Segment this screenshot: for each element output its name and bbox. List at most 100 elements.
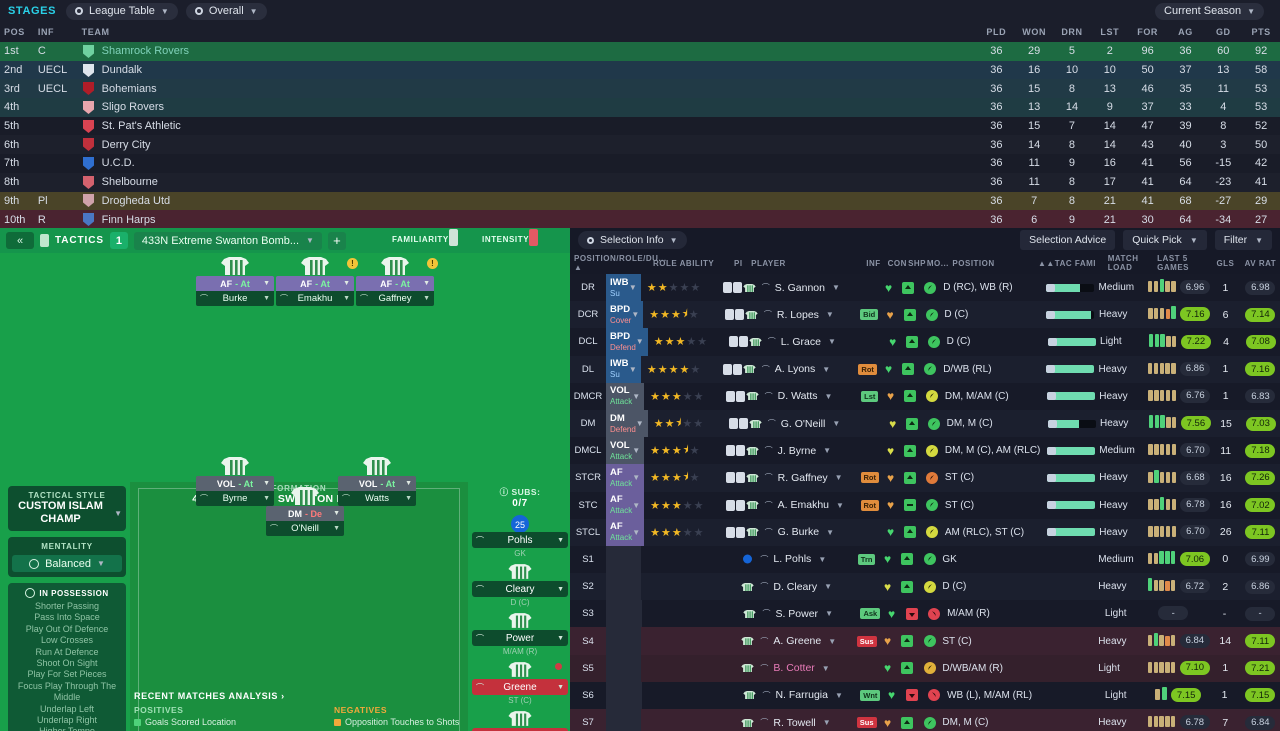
player-cell[interactable]: ⌒ R. Gaffney ▼ (745, 472, 860, 484)
player-cell[interactable]: ⌒ A. Lyons ▼ (742, 363, 857, 375)
league-col-won[interactable]: WON (1022, 27, 1047, 37)
col-pi[interactable]: PI (734, 258, 743, 268)
pitch-player-o'neill[interactable]: DM - De ▼ ⌒ O'Neill ▼ (266, 486, 344, 536)
table-row[interactable]: S3 ⌒ S. Power ▼ Ask ♥ M/AM (R) Light - - - (570, 600, 1280, 628)
substitute-greene[interactable]: ⌒ Greene ▼ ST (C) (472, 661, 568, 705)
player-role-dropdown[interactable]: VOL - At ▼ (196, 476, 274, 491)
table-row[interactable]: 3rd UECL Bohemians 36 15 8 13 46 35 11 53 (0, 79, 1280, 99)
player-instructions-cell[interactable] (722, 282, 742, 294)
table-row[interactable]: DMCR VOL Attack ▼ ★ ★ ★ ★ ★ ⌒ D. Watts ▼ Lst ♥ DM, M/A… (570, 382, 1280, 410)
player-cell[interactable]: ⌒ D. Watts ▼ (745, 390, 860, 402)
player-name-dropdown[interactable]: ⌒ Burke ▼ (196, 291, 274, 306)
table-row[interactable]: S7 ⌒ R. Towell ▼ Sus ♥ DM, M (C) Heavy 6.78 7 6.84 (570, 709, 1280, 731)
col-last5[interactable]: LAST 5 GAMES (1157, 254, 1190, 272)
row-team[interactable]: Derry City (82, 137, 978, 152)
row-team[interactable]: Bohemians (82, 81, 978, 96)
table-row[interactable]: DCR BPD Cover ▼ ★ ★ ★ ⯨ ★ ⌒ R. Lopes ▼ Bid ♥ D (C) Heav… (570, 301, 1280, 329)
overall-dropdown[interactable]: Overall ▼ (185, 2, 267, 20)
sub-name-dropdown[interactable]: ⌒ Greene ▼ (472, 679, 568, 695)
col-position[interactable]: POSITION ▲▲ (952, 258, 1055, 268)
player-name-dropdown[interactable]: ⌒ Gaffney ▼ (356, 291, 434, 306)
table-row[interactable]: 10th R Finn Harps 36 6 9 21 30 64 -34 27 (0, 210, 1280, 229)
col-mo[interactable]: MO... (926, 258, 949, 268)
player-instructions-cell[interactable] (725, 526, 745, 538)
player-role-dropdown[interactable]: AF - At ▼ (356, 276, 434, 291)
substitute-pohls[interactable]: 25 ⌒ Pohls ▼ GK (472, 514, 568, 558)
col-avrat[interactable]: AV RAT (1244, 258, 1277, 268)
role-dropdown[interactable]: AF Attack ▼ (606, 464, 645, 492)
table-row[interactable]: 4th Sligo Rovers 36 13 14 9 37 33 4 53 (0, 98, 1280, 117)
player-instructions-cell[interactable] (725, 390, 745, 402)
player-role-dropdown[interactable]: DM - De ▼ (266, 506, 344, 521)
player-instructions-cell[interactable] (725, 472, 745, 484)
back-button[interactable]: « (6, 232, 34, 249)
pitch-player-watts[interactable]: VOL - At ▼ ⌒ Watts ▼ (338, 456, 416, 506)
league-col-pld[interactable]: PLD (986, 27, 1007, 37)
player-cell[interactable]: ⌒ A. Greene ▼ (740, 635, 856, 647)
league-col-pos[interactable]: POS (4, 27, 25, 37)
role-dropdown[interactable]: VOL Attack ▼ (606, 382, 645, 410)
league-col-ag[interactable]: AG (1178, 27, 1193, 37)
table-row[interactable]: STCL AF Attack ▼ ★ ★ ★ ★ ★ ⌒ G. Burke ▼ ♥ AM (RLC), S… (570, 518, 1280, 546)
table-row[interactable]: DM DM Defend ▼ ★ ★ ⯨ ★ ★ ⌒ G. O'Neill ▼ ♥ DM, M (C) He… (570, 409, 1280, 438)
filter-dropdown[interactable]: Filter ▼ (1214, 230, 1272, 250)
player-name-dropdown[interactable]: ⌒ O'Neill ▼ (266, 521, 344, 536)
league-col-inf[interactable]: INF (37, 27, 55, 37)
role-dropdown[interactable]: IWB Su ▼ (606, 274, 641, 302)
table-row[interactable]: S1 ⌒ L. Pohls ▼ Trn ♥ GK Medium 7.06 0 6.99 (570, 545, 1280, 574)
col-con[interactable]: CON (887, 258, 907, 268)
table-row[interactable]: STC AF Attack ▼ ★ ★ ★ ★ ★ ⌒ A. Emakhu ▼ Rot ♥ ST (C) He… (570, 491, 1280, 519)
sub-name-dropdown[interactable]: ⌒ Pohls ▼ (472, 532, 568, 548)
role-dropdown[interactable]: BPD Defend ▼ (606, 328, 648, 356)
player-instructions-cell[interactable] (728, 418, 748, 430)
row-team[interactable]: Shamrock Rovers (82, 44, 978, 59)
col-match-load[interactable]: MATCH LOAD (1107, 254, 1139, 272)
player-instructions-cell[interactable] (728, 336, 748, 348)
league-col-lst[interactable]: LST (1100, 27, 1120, 37)
table-row[interactable]: 6th Derry City 36 14 8 14 43 40 3 50 (0, 135, 1280, 155)
season-dropdown[interactable]: Current Season ▼ (1155, 2, 1264, 20)
player-name-dropdown[interactable]: ⌒ Watts ▼ (338, 491, 416, 506)
player-cell[interactable]: ⌒ G. Burke ▼ (745, 526, 860, 538)
quick-pick-dropdown[interactable]: Quick Pick ▼ (1123, 230, 1207, 250)
player-cell[interactable]: ⌒ S. Power ▼ (742, 608, 859, 620)
row-team[interactable]: U.C.D. (82, 156, 978, 171)
row-team[interactable]: St. Pat's Athletic (82, 119, 978, 134)
role-dropdown[interactable]: IWB Su ▼ (606, 355, 641, 383)
tactical-style-card[interactable]: TACTICAL STYLE CUSTOM ISLAM CHAMP ▼ (8, 486, 126, 531)
add-tactic-button[interactable]: + (327, 231, 346, 250)
col-player[interactable]: PLAYER (751, 258, 786, 268)
table-row[interactable]: DMCL VOL Attack ▼ ★ ★ ★ ⯨ ★ ⌒ J. Byrne ▼ ♥ DM, M (C),… (570, 437, 1280, 465)
role-dropdown[interactable]: AF Attack ▼ (606, 518, 645, 546)
player-cell[interactable]: ⌒ B. Cotter ▼ (740, 662, 856, 674)
table-row[interactable]: 7th U.C.D. 36 11 9 16 41 56 -15 42 (0, 154, 1280, 173)
table-row[interactable]: S5 ⌒ B. Cotter ▼ ♥ D/WB/AM (R) Light 7.10 1 7.21 (570, 654, 1280, 682)
player-cell[interactable]: ⌒ J. Byrne ▼ (745, 445, 860, 457)
sub-name-dropdown[interactable]: ⌒ Power ▼ (472, 630, 568, 646)
role-dropdown[interactable]: DM Defend ▼ (606, 409, 648, 438)
player-cell[interactable]: ⌒ A. Emakhu ▼ (745, 499, 860, 511)
role-dropdown[interactable]: AF Attack ▼ (606, 491, 645, 519)
role-dropdown[interactable]: VOL Attack ▼ (606, 437, 645, 465)
player-instructions-cell[interactable] (725, 445, 745, 457)
row-team[interactable]: Finn Harps (82, 212, 978, 227)
player-name-dropdown[interactable]: ⌒ Emakhu ▼ (276, 291, 354, 306)
table-row[interactable]: DL IWB Su ▼ ★ ★ ★ ★ ★ ⌒ A. Lyons ▼ Rot ♥ D/WB (RL) Heav… (570, 355, 1280, 383)
table-row[interactable]: S4 ⌒ A. Greene ▼ Sus ♥ ST (C) Heavy 6.84 14 7.11 (570, 627, 1280, 655)
league-col-drn[interactable]: DRN (1061, 27, 1083, 37)
table-row[interactable]: 9th Pl Drogheda Utd 36 7 8 21 41 68 -27 29 (0, 191, 1280, 211)
selection-advice-button[interactable]: Selection Advice (1020, 230, 1116, 250)
player-cell[interactable]: ⌒ R. Towell ▼ (740, 717, 856, 729)
player-cell[interactable]: ⌒ R. Lopes ▼ (744, 309, 859, 321)
table-row[interactable]: 2nd UECL Dundalk 36 16 10 10 50 37 13 58 (0, 60, 1280, 80)
col-role-ability[interactable]: ROLE ABILITY (653, 258, 715, 268)
role-dropdown[interactable]: BPD Cover ▼ (606, 301, 644, 329)
pitch-player-byrne[interactable]: VOL - At ▼ ⌒ Byrne ▼ (196, 456, 274, 506)
table-row[interactable]: 1st C Shamrock Rovers 36 29 5 2 96 36 60 92 (0, 42, 1280, 61)
league-col-team[interactable]: TEAM (81, 27, 110, 37)
selection-info-dropdown[interactable]: Selection Info ▼ (578, 231, 687, 249)
table-row[interactable]: DR IWB Su ▼ ★ ★ ★ ★ ★ ⌒ S. Gannon ▼ ♥ D (RC), WB (R) M… (570, 274, 1280, 302)
tactic-slot-number[interactable]: 1 (109, 232, 128, 249)
player-cell[interactable]: ⌒ S. Gannon ▼ (742, 282, 857, 294)
player-instructions-cell[interactable] (724, 309, 744, 321)
